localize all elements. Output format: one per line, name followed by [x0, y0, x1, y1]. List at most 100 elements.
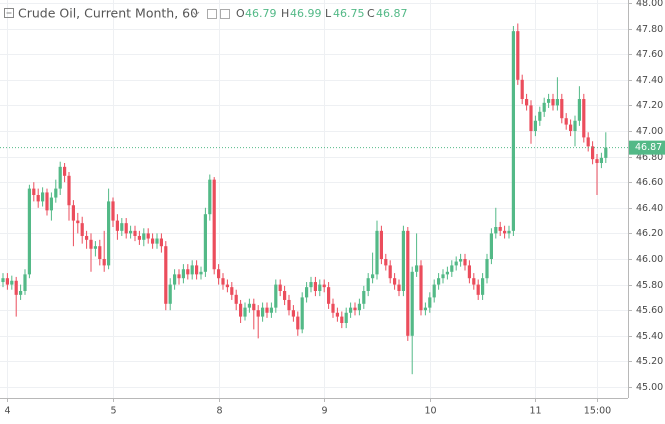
candle-body: [415, 265, 419, 272]
candle-body: [503, 230, 507, 234]
ohlc-legend: O 46.79 H 46.99 L 46.75 C 46.87: [236, 7, 408, 20]
candle-body: [190, 265, 194, 275]
y-tick-label: 46.60: [636, 177, 663, 188]
candle-body: [243, 307, 247, 317]
last-price-label: 46.87: [635, 142, 662, 153]
candle-body: [599, 157, 603, 163]
remove-icon[interactable]: [220, 9, 230, 19]
collapse-icon[interactable]: [4, 8, 14, 18]
chart-title: Crude Oil, Current Month, 60: [18, 6, 198, 21]
candle-body: [287, 299, 291, 311]
candle-body: [450, 265, 454, 272]
candle-body: [533, 120, 537, 131]
ohlc-key: L: [325, 7, 332, 20]
candle-body: [164, 246, 168, 304]
candle-body: [93, 246, 97, 249]
candle-body: [142, 233, 146, 240]
candle-body: [322, 284, 326, 288]
candle-body: [481, 278, 485, 295]
candle-body: [454, 261, 458, 266]
candle-body: [98, 246, 102, 259]
y-tick-label: 45.20: [636, 356, 663, 367]
candle-body: [265, 307, 269, 313]
candle-body: [168, 284, 172, 304]
candle-body: [335, 312, 339, 317]
settings-icon[interactable]: [207, 9, 217, 19]
candle-body: [388, 265, 392, 279]
candle-body: [410, 271, 414, 336]
candle-body: [256, 310, 260, 317]
candle-body: [155, 238, 159, 244]
y-tick-label: 46.40: [636, 203, 663, 214]
header: Crude Oil, Current Month, 60 O 46.79 H 46.9…: [4, 6, 408, 21]
candle-body: [102, 259, 106, 266]
candle-body: [36, 195, 40, 202]
candle-body: [406, 230, 410, 336]
x-tick-label: 9: [321, 406, 327, 417]
candle-body: [445, 271, 449, 275]
y-tick-label: 46.20: [636, 228, 663, 239]
x-tick-label: 11: [529, 406, 541, 417]
candle-body: [371, 274, 375, 279]
candle-body: [309, 282, 313, 288]
candle-body: [261, 307, 265, 317]
axes: 45.00 45.20 45.40 45.60 45.80 46.00 46.20 46.40…: [4, 0, 665, 417]
candle-body: [300, 297, 304, 330]
candle-body: [362, 291, 366, 304]
candle-body: [472, 278, 476, 285]
y-tick-label: 46.80: [636, 152, 663, 163]
candle-body: [529, 105, 533, 131]
candle-body: [344, 312, 348, 323]
candle-body: [195, 265, 199, 275]
ohlc-key: O: [236, 7, 245, 20]
candle-body: [133, 230, 137, 236]
candle-body: [221, 278, 225, 285]
candle-body: [423, 307, 427, 311]
dropdown-icon[interactable]: [192, 11, 200, 16]
candle-body: [71, 205, 75, 221]
candle-body: [283, 291, 287, 300]
candle-body: [595, 159, 599, 163]
y-tick-label: 46.00: [636, 254, 663, 265]
candle-body: [124, 223, 128, 234]
y-tick-label: 47.00: [636, 126, 663, 137]
candle-body: [10, 280, 14, 285]
candle-body: [551, 99, 555, 106]
candle-body: [366, 278, 370, 291]
candle-body: [498, 227, 502, 231]
candle-body: [375, 230, 379, 275]
candle-body: [5, 278, 9, 285]
candle-body: [340, 316, 344, 323]
candle-body: [146, 233, 150, 239]
candle-body: [564, 118, 568, 125]
candle-body: [296, 316, 300, 330]
candle-body: [318, 284, 322, 291]
ohlc-value: 46.99: [290, 7, 322, 20]
candle-body: [159, 238, 163, 247]
y-tick-label: 47.20: [636, 100, 663, 111]
candle-body: [507, 230, 511, 234]
candle-body: [212, 179, 216, 270]
candle-body: [476, 284, 480, 295]
candle-body: [516, 31, 520, 80]
ohlc-value: 46.75: [333, 7, 365, 20]
candle-body: [542, 102, 546, 112]
x-tick-label: 4: [4, 406, 10, 417]
y-tick-label: 45.40: [636, 331, 663, 342]
candle-body: [577, 99, 581, 121]
candle-body: [208, 179, 212, 215]
candle-body: [234, 294, 238, 304]
candle-body: [129, 230, 133, 234]
candle-body: [45, 192, 49, 211]
candle-body: [432, 284, 436, 298]
ohlc-key: H: [281, 7, 289, 20]
y-tick-label: 45.00: [636, 382, 663, 393]
ohlc-key: C: [367, 7, 375, 20]
candle-body: [225, 284, 229, 288]
y-tick-label: 47.80: [636, 24, 663, 35]
y-tick-label: 45.80: [636, 280, 663, 291]
candle-body: [89, 239, 93, 249]
candle-body: [269, 307, 273, 313]
